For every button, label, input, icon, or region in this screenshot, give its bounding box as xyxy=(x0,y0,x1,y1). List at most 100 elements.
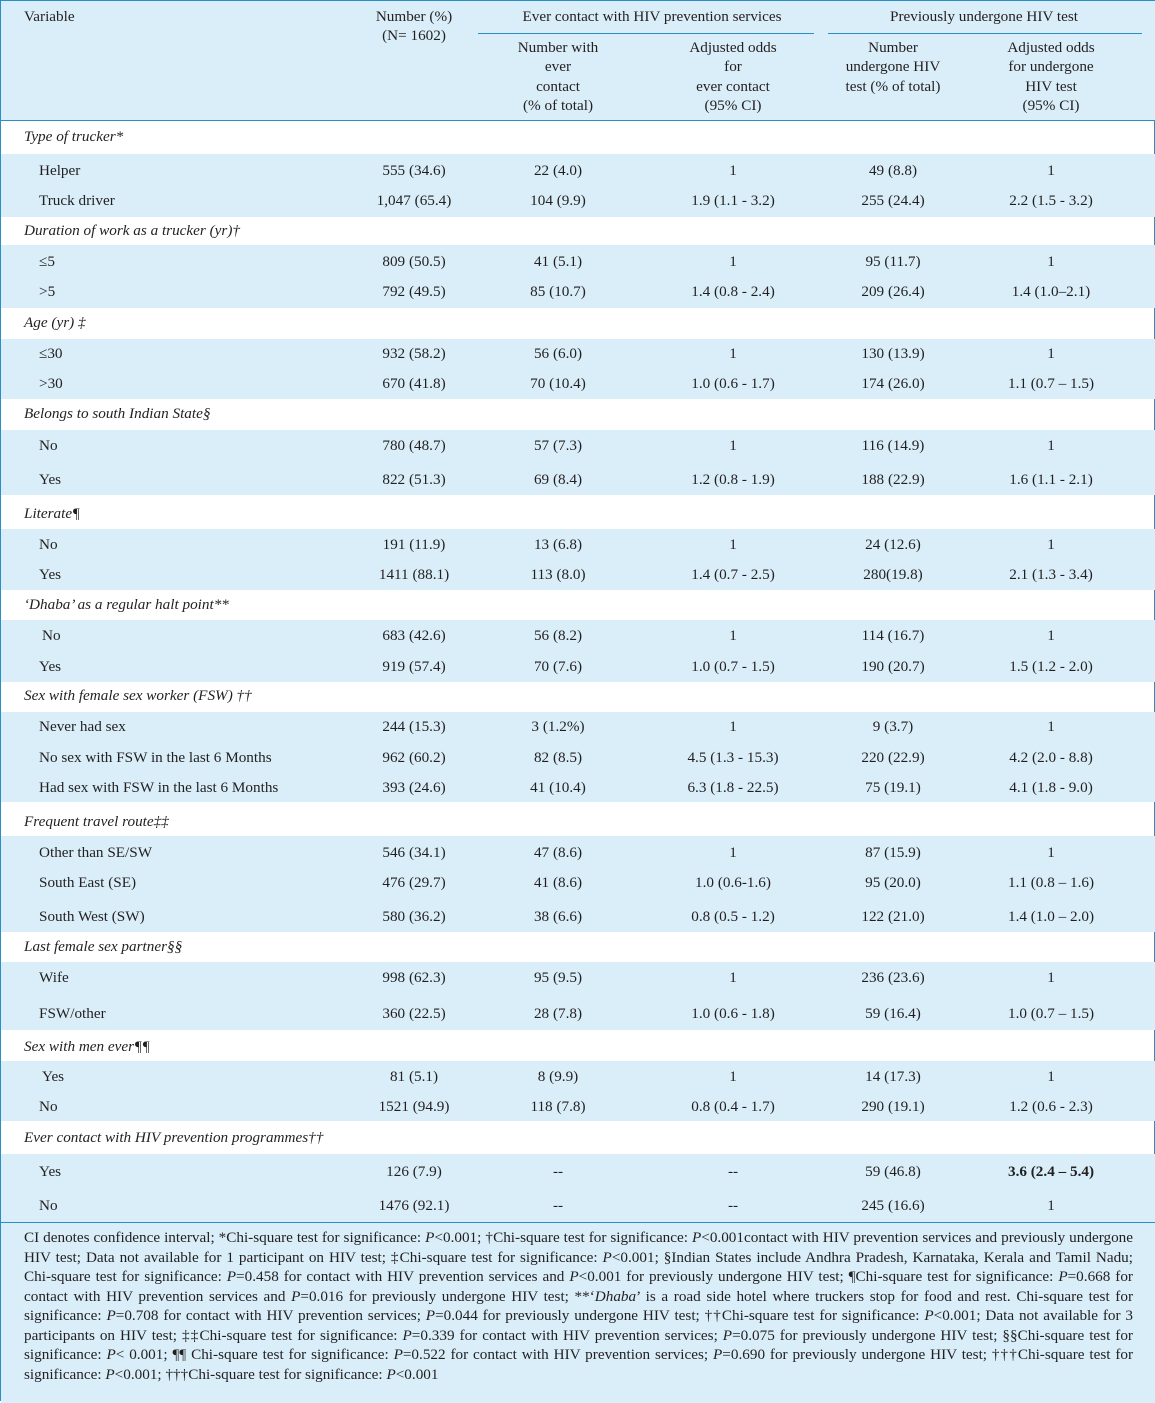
cell-contact-number: 8 (9.9) xyxy=(537,1068,579,1085)
variable-group-title: Belongs to south Indian State§ xyxy=(24,405,211,422)
cell-contact-number: 56 (6.0) xyxy=(533,345,583,362)
variable-group-title: Age (yr) ‡ xyxy=(24,314,86,331)
cell-test-number: 130 (13.9) xyxy=(861,345,925,362)
row-group-band xyxy=(1,245,1155,308)
cell-contact-odds: 1 xyxy=(729,253,737,270)
cell-test-odds: 1.1 (0.8 – 1.6) xyxy=(1007,874,1095,891)
row-label: No xyxy=(39,536,58,553)
cell-test-number: 236 (23.6) xyxy=(861,969,925,986)
row-label: No xyxy=(42,627,61,644)
table-footnote: CI denotes confidence interval; *Chi-squ… xyxy=(24,1229,1134,1383)
cell-number: 126 (7.9) xyxy=(386,1163,442,1180)
row-label: Yes xyxy=(42,1068,65,1085)
cell-test-number: 24 (12.6) xyxy=(865,536,921,553)
cell-contact-odds: 6.3 (1.8 - 22.5) xyxy=(687,779,779,796)
cell-test-number: 290 (19.1) xyxy=(861,1098,925,1115)
variable-group-title: Frequent travel route‡‡ xyxy=(24,813,169,830)
cell-test-number: 220 (22.9) xyxy=(861,749,925,766)
cell-number: 809 (50.5) xyxy=(382,253,446,270)
row-group-band xyxy=(1,1154,1155,1222)
header-number-n: (N= 1602) xyxy=(382,27,446,44)
row-label: No sex with FSW in the last 6 Months xyxy=(39,749,272,766)
row-label: Yes xyxy=(39,1163,62,1180)
row-label: Had sex with FSW in the last 6 Months xyxy=(39,779,279,796)
row-label: Yes xyxy=(39,471,62,488)
row-group-band xyxy=(1,529,1155,590)
cell-contact-number: 41 (8.6) xyxy=(533,874,583,891)
table-header xyxy=(1,1,1155,121)
cell-contact-odds: 1.0 (0.6 - 1.8) xyxy=(691,1005,775,1022)
table-footnote-area xyxy=(1,1222,1155,1403)
header-group-test: Previously undergone HIV test xyxy=(890,8,1078,25)
header-group-contact: Ever contact with HIV prevention service… xyxy=(522,8,782,25)
row-group-band xyxy=(1,1061,1155,1121)
cell-number: 580 (36.2) xyxy=(382,908,446,925)
cell-contact-odds: -- xyxy=(727,1197,739,1214)
cell-number: 244 (15.3) xyxy=(382,718,446,735)
cell-test-number: 280(19.8) xyxy=(863,566,923,583)
row-label: No xyxy=(39,437,58,454)
header-sub-test-or-line: for undergone xyxy=(1008,58,1094,76)
cell-contact-odds: 1 xyxy=(729,718,737,735)
cell-test-odds: 1 xyxy=(1047,345,1055,362)
cell-contact-odds: 1 xyxy=(729,627,737,644)
cell-test-odds: 1.1 (0.7 – 1.5) xyxy=(1007,375,1095,392)
variable-group-title: Literate¶ xyxy=(24,505,81,522)
cell-number: 998 (62.3) xyxy=(382,969,446,986)
cell-contact-number: 3 (1.2%) xyxy=(531,718,585,735)
cell-number: 555 (34.6) xyxy=(382,162,446,179)
cell-test-odds: 1 xyxy=(1047,627,1055,644)
cell-test-odds: 1.4 (1.0 – 2.0) xyxy=(1007,908,1095,925)
cell-number: 1,047 (65.4) xyxy=(376,192,452,209)
header-sub-test-or-line: Adjusted odds xyxy=(1007,39,1095,56)
cell-test-odds: 1.4 (1.0–2.1) xyxy=(1011,283,1091,300)
cell-test-number: 95 (11.7) xyxy=(865,253,921,270)
cell-number: 919 (57.4) xyxy=(382,658,446,675)
cell-test-number: 87 (15.9) xyxy=(865,844,921,861)
cell-test-odds: 1 xyxy=(1047,162,1055,179)
row-group-band xyxy=(1,339,1155,399)
cell-test-odds: 1 xyxy=(1047,1197,1055,1214)
cell-number: 780 (48.7) xyxy=(382,437,446,454)
row-group-band xyxy=(1,712,1155,802)
cell-contact-number: 104 (9.9) xyxy=(530,192,586,209)
variable-group-title: ‘Dhaba’ as a regular halt point** xyxy=(24,596,229,613)
cell-test-number: 9 (3.7) xyxy=(872,718,914,735)
cell-test-number: 49 (8.8) xyxy=(868,162,918,179)
cell-contact-number: 69 (8.4) xyxy=(533,471,583,488)
cell-contact-number: 28 (7.8) xyxy=(533,1005,583,1022)
cell-test-odds: 1.5 (1.2 - 2.0) xyxy=(1009,658,1093,675)
cell-contact-odds: 1.4 (0.8 - 2.4) xyxy=(691,283,775,300)
header-sub-contact-n-line: (% of total) xyxy=(522,97,594,115)
header-sub-test-or-line: HIV test xyxy=(1025,77,1077,95)
cell-test-number: 245 (16.6) xyxy=(861,1197,925,1214)
row-label: No xyxy=(39,1098,58,1115)
variable-group-title: Sex with female sex worker (FSW) †† xyxy=(24,687,252,704)
row-label: ≤30 xyxy=(39,345,63,362)
cell-test-number: 59 (46.8) xyxy=(865,1163,921,1180)
row-label: Other than SE/SW xyxy=(39,844,153,861)
cell-number: 1521 (94.9) xyxy=(378,1098,450,1115)
cell-test-number: 255 (24.4) xyxy=(861,192,925,209)
cell-contact-odds: 0.8 (0.5 - 1.2) xyxy=(691,908,775,925)
cell-test-odds: 1 xyxy=(1047,437,1055,454)
cell-test-number: 174 (26.0) xyxy=(861,375,925,392)
cell-test-odds: 1 xyxy=(1047,253,1055,270)
header-sub-test-n-line: Number xyxy=(868,39,918,56)
cell-contact-odds: 1 xyxy=(729,969,737,986)
header-sub-contact-or-line: for xyxy=(724,58,742,76)
cell-contact-number: 70 (10.4) xyxy=(530,375,586,392)
cell-number: 822 (51.3) xyxy=(382,471,446,488)
cell-test-number: 209 (26.4) xyxy=(861,283,925,300)
cell-contact-odds: 1.0 (0.7 - 1.5) xyxy=(691,658,775,675)
cell-test-odds: 1 xyxy=(1047,536,1055,553)
header-variable: Variable xyxy=(24,8,75,25)
cell-test-odds: 1 xyxy=(1047,844,1055,861)
row-label: Yes xyxy=(39,566,62,583)
cell-contact-number: 13 (6.8) xyxy=(533,536,583,553)
cell-test-number: 188 (22.9) xyxy=(861,471,925,488)
cell-test-odds: 2.1 (1.3 - 3.4) xyxy=(1009,566,1093,583)
cell-contact-odds: 1 xyxy=(729,536,737,553)
cell-contact-number: 41 (10.4) xyxy=(530,779,586,796)
